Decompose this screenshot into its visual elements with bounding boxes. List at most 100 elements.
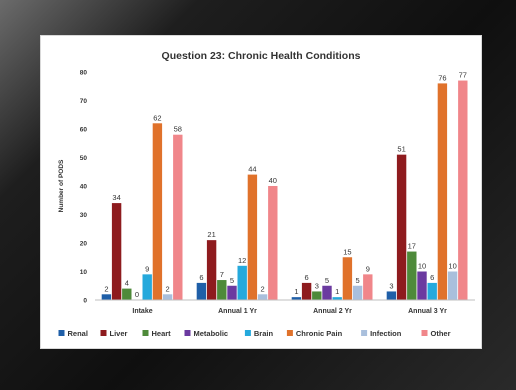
legend: Renal Liver Heart Metabolic Brain Chronic Pai… xyxy=(58,329,451,338)
data-label: 7 xyxy=(220,270,224,279)
bar-chronic-pain xyxy=(437,83,448,301)
bar-metabolic xyxy=(417,271,427,300)
bar-liver xyxy=(301,282,312,300)
data-label: 17 xyxy=(408,242,416,251)
legend-swatch xyxy=(100,330,107,336)
data-label: 51 xyxy=(397,145,405,154)
value-labels: 2344096225862175124424016351155935117106… xyxy=(104,71,467,299)
bar-infection xyxy=(352,285,363,300)
legend-entry: Chronic Pain xyxy=(296,329,343,338)
y-tick-label: 60 xyxy=(80,127,88,134)
bar-heart xyxy=(217,280,227,300)
bar-infection xyxy=(162,294,173,300)
data-label: 9 xyxy=(145,264,149,273)
legend-entry: Infection xyxy=(370,329,402,338)
data-label: 3 xyxy=(315,281,319,290)
legend-swatch xyxy=(421,330,428,336)
y-tick-label: 20 xyxy=(80,241,88,248)
x-axis-ticks: Intake Annual 1 Yr Annual 2 Yr Annual 3 Yr xyxy=(132,308,447,315)
legend-entry: Brain xyxy=(254,329,274,338)
data-label: 0 xyxy=(135,290,139,299)
legend-entry: Liver xyxy=(110,329,128,338)
legend-entry: Renal xyxy=(68,329,88,338)
data-label: 5 xyxy=(230,276,234,285)
y-tick-label: 10 xyxy=(80,269,88,276)
x-tick-label: Annual 3 Yr xyxy=(408,308,447,315)
data-label: 21 xyxy=(207,230,215,239)
bar-liver xyxy=(111,203,122,300)
legend-entry: Other xyxy=(431,329,451,338)
bar-heart xyxy=(122,288,132,300)
bar-other xyxy=(363,274,373,300)
data-label: 44 xyxy=(248,165,256,174)
bar-other xyxy=(173,134,183,300)
data-label: 58 xyxy=(174,125,182,134)
chart-title: Question 23: Chronic Health Conditions xyxy=(162,50,361,62)
x-tick-label: Intake xyxy=(132,308,152,315)
bar-chronic-pain xyxy=(342,257,353,300)
bar-infection xyxy=(257,294,268,300)
bar-brain xyxy=(142,274,152,300)
data-label: 9 xyxy=(366,264,370,273)
legend-swatch xyxy=(58,330,65,336)
data-label: 1 xyxy=(335,287,339,296)
legend-entry: Metabolic xyxy=(194,329,229,338)
bar-other xyxy=(458,80,468,300)
y-tick-label: 0 xyxy=(83,298,87,305)
y-tick-label: 80 xyxy=(80,70,88,77)
bar-chart: Question 23: Chronic Health Conditions N… xyxy=(58,50,475,338)
legend-swatch xyxy=(361,330,368,336)
data-label: 5 xyxy=(356,276,360,285)
y-tick-label: 40 xyxy=(80,184,88,191)
data-label: 76 xyxy=(438,73,446,82)
y-tick-label: 70 xyxy=(80,98,88,105)
data-label: 2 xyxy=(166,284,170,293)
legend-swatch xyxy=(244,330,251,336)
x-tick-label: Annual 2 Yr xyxy=(313,308,352,315)
bar-renal xyxy=(386,291,397,300)
bar-brain xyxy=(332,297,342,300)
bar-other xyxy=(268,186,278,300)
y-tick-label: 30 xyxy=(80,212,88,219)
bar-renal xyxy=(196,282,207,300)
legend-swatch xyxy=(286,330,293,336)
data-label: 6 xyxy=(430,273,434,282)
data-label: 5 xyxy=(325,276,329,285)
data-label: 77 xyxy=(459,71,467,80)
bar-liver xyxy=(206,240,217,300)
y-tick-label: 50 xyxy=(80,155,88,162)
bar-chronic-pain xyxy=(152,123,163,300)
data-label: 2 xyxy=(261,284,265,293)
bar-brain xyxy=(237,265,247,300)
bar-renal xyxy=(101,294,112,300)
data-label: 10 xyxy=(418,262,426,271)
data-label: 15 xyxy=(343,247,351,256)
bar-metabolic xyxy=(227,285,237,300)
y-axis-label: Number of PODS xyxy=(58,159,65,212)
legend-swatch xyxy=(142,330,149,336)
bar-heart xyxy=(312,291,322,300)
bars xyxy=(101,80,468,301)
legend-swatch xyxy=(184,330,191,336)
data-label: 62 xyxy=(153,113,161,122)
data-label: 40 xyxy=(269,176,277,185)
legend-entry: Heart xyxy=(152,329,172,338)
bar-renal xyxy=(291,297,302,300)
y-axis-ticks: 0 10 20 30 40 50 60 70 80 xyxy=(80,70,88,305)
data-label: 12 xyxy=(238,256,246,265)
x-tick-label: Annual 1 Yr xyxy=(218,308,257,315)
bar-liver xyxy=(396,154,407,300)
data-label: 34 xyxy=(112,193,120,202)
bar-infection xyxy=(447,271,458,300)
data-label: 6 xyxy=(305,273,309,282)
data-label: 4 xyxy=(125,279,129,288)
bar-heart xyxy=(407,251,417,300)
data-label: 1 xyxy=(294,287,298,296)
bar-brain xyxy=(427,282,437,300)
chart-card: Question 23: Chronic Health Conditions N… xyxy=(41,36,481,348)
data-label: 3 xyxy=(389,281,393,290)
bar-chronic-pain xyxy=(247,174,258,300)
bar-metabolic xyxy=(322,285,332,300)
data-label: 2 xyxy=(104,284,108,293)
